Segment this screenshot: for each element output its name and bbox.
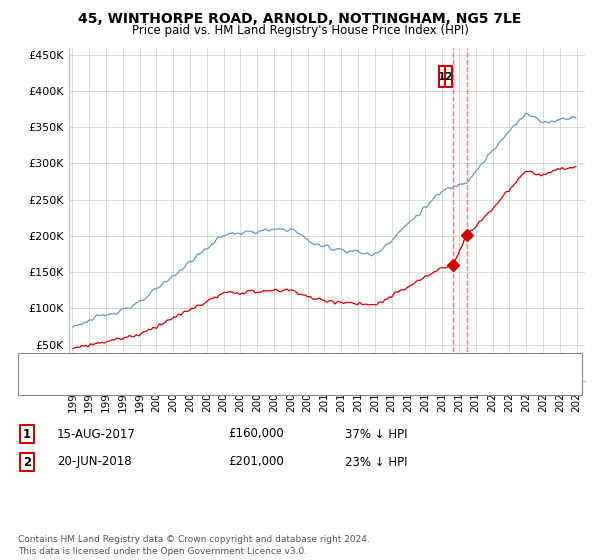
Text: 15-AUG-2017: 15-AUG-2017 bbox=[57, 427, 136, 441]
Text: 23% ↓ HPI: 23% ↓ HPI bbox=[345, 455, 407, 469]
Text: 37% ↓ HPI: 37% ↓ HPI bbox=[345, 427, 407, 441]
Text: £160,000: £160,000 bbox=[228, 427, 284, 441]
Text: 1: 1 bbox=[438, 72, 446, 82]
Text: £201,000: £201,000 bbox=[228, 455, 284, 469]
Bar bbox=[452, 48, 467, 381]
Text: 2: 2 bbox=[445, 72, 452, 82]
Bar bbox=[445, 67, 452, 87]
Text: 1: 1 bbox=[23, 427, 31, 441]
Text: 45, WINTHORPE ROAD, ARNOLD, NOTTINGHAM, NG5 7LE (detached house): 45, WINTHORPE ROAD, ARNOLD, NOTTINGHAM, … bbox=[69, 360, 460, 370]
Text: 2: 2 bbox=[23, 455, 31, 469]
Text: Contains HM Land Registry data © Crown copyright and database right 2024.
This d: Contains HM Land Registry data © Crown c… bbox=[18, 535, 370, 556]
Bar bbox=[439, 67, 445, 87]
Text: 45, WINTHORPE ROAD, ARNOLD, NOTTINGHAM, NG5 7LE: 45, WINTHORPE ROAD, ARNOLD, NOTTINGHAM, … bbox=[79, 12, 521, 26]
Text: Price paid vs. HM Land Registry's House Price Index (HPI): Price paid vs. HM Land Registry's House … bbox=[131, 24, 469, 37]
Text: HPI: Average price, detached house, Gedling: HPI: Average price, detached house, Gedl… bbox=[69, 378, 302, 388]
Text: 20-JUN-2018: 20-JUN-2018 bbox=[57, 455, 131, 469]
